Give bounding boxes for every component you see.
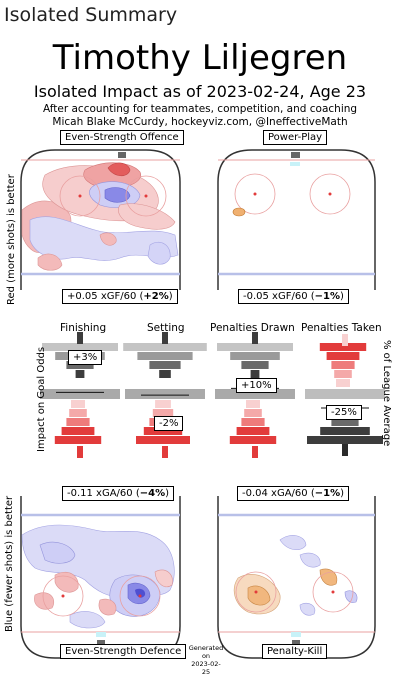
category-label-finishing: Finishing	[60, 322, 107, 334]
red-band-1-4	[136, 436, 190, 444]
red-band-0-3	[61, 427, 95, 435]
ev-offence-title: Even-Strength Offence	[60, 130, 184, 145]
power-play-title: Power-Play	[263, 130, 328, 145]
category-label-penalties-drawn: Penalties Drawn	[210, 322, 295, 334]
grey-band-1-4	[123, 343, 207, 351]
top-tip-3	[342, 334, 348, 346]
penalties-taken-value-label: -25%	[326, 405, 362, 420]
red-band-1-3	[143, 427, 183, 435]
red-band-2-0	[246, 400, 260, 408]
ev-offence-value: +0.05 xGF/60 (+2%)	[62, 289, 178, 304]
bottom-tip-1	[162, 446, 168, 458]
red-band-2-3	[236, 427, 270, 435]
bottom-tip-0	[77, 446, 83, 458]
player-name: Timothy Liljegren	[52, 38, 348, 78]
zero-band-2	[215, 389, 295, 399]
ev-offence-rink	[20, 149, 181, 290]
grey-band-2-2	[241, 361, 269, 369]
red-band-2-4	[229, 436, 277, 444]
ev-defence-title: Even-Strength Defence	[60, 644, 187, 659]
penalties-drawn-value-label: +10%	[236, 378, 277, 393]
red-band-3-2	[331, 361, 355, 369]
middle-left-label: Impact on Goal Odds	[36, 346, 47, 452]
middle-right-label: % of League Average	[381, 340, 392, 447]
red-band-2-2	[241, 418, 265, 426]
grey-band-3-3	[320, 427, 370, 435]
penalty-kill-value: -0.04 xGA/60 (−1%)	[237, 486, 349, 501]
page-subtitle: Isolated Impact as of 2023-02-24, Age 23	[33, 82, 367, 101]
red-band-0-4	[54, 436, 102, 444]
grey-band-3-2	[331, 418, 359, 426]
grey-band-2-1	[250, 370, 260, 378]
category-label-setting: Setting	[147, 322, 185, 334]
red-band-1-0	[155, 400, 171, 408]
red-band-0-2	[66, 418, 90, 426]
red-band-3-1	[334, 370, 352, 378]
grey-band-2-4	[217, 343, 293, 351]
header-title: Isolated Summary	[4, 4, 178, 26]
grey-band-0-1	[75, 370, 85, 378]
zero-band-3	[305, 389, 385, 399]
red-band-0-0	[71, 400, 85, 408]
red-band-3-3	[326, 352, 360, 360]
grey-band-2-3	[230, 352, 280, 360]
category-label-penalties-taken: Penalties Taken	[301, 322, 382, 334]
red-band-3-4	[319, 343, 367, 351]
generated-note: Generated on 2023-02-25	[188, 644, 224, 676]
top-tip-0	[77, 332, 83, 344]
zero-band-0	[40, 389, 120, 399]
goal-odds-chart	[40, 332, 385, 458]
bottom-tip-3	[342, 444, 348, 456]
setting-value-label: -2%	[154, 416, 184, 431]
grey-band-1-1	[159, 370, 171, 378]
grey-band-1-3	[137, 352, 193, 360]
grey-band-3-4	[307, 436, 383, 444]
penalty-kill-title: Penalty-Kill	[262, 644, 328, 659]
red-band-2-1	[244, 409, 262, 417]
credit-line-1: After accounting for teammates, competit…	[42, 103, 358, 115]
top-side-label: Red (more shots) is better	[6, 174, 17, 305]
finishing-value-label: +3%	[68, 350, 103, 365]
zero-band-1	[125, 389, 205, 399]
grey-band-0-4	[42, 343, 118, 351]
top-tip-1	[162, 332, 168, 344]
penalty-kill-rink	[217, 496, 376, 659]
red-band-0-1	[69, 409, 87, 417]
grey-band-1-2	[149, 361, 181, 369]
grey-band-0-2	[66, 361, 94, 369]
credit-line-2: Micah Blake McCurdy, hockeyviz.com, @Ine…	[52, 116, 348, 128]
top-tip-2	[252, 332, 258, 344]
bottom-tip-2	[252, 446, 258, 458]
red-band-1-1	[152, 409, 174, 417]
power-play-rink	[217, 149, 376, 290]
ev-defence-value: -0.11 xGA/60 (−4%)	[62, 486, 174, 501]
power-play-value: -0.05 xGF/60 (−1%)	[238, 289, 349, 304]
ev-defence-rink	[20, 496, 181, 659]
red-band-3-0	[336, 379, 350, 387]
bottom-side-label: Blue (fewer shots) is better	[4, 495, 15, 632]
